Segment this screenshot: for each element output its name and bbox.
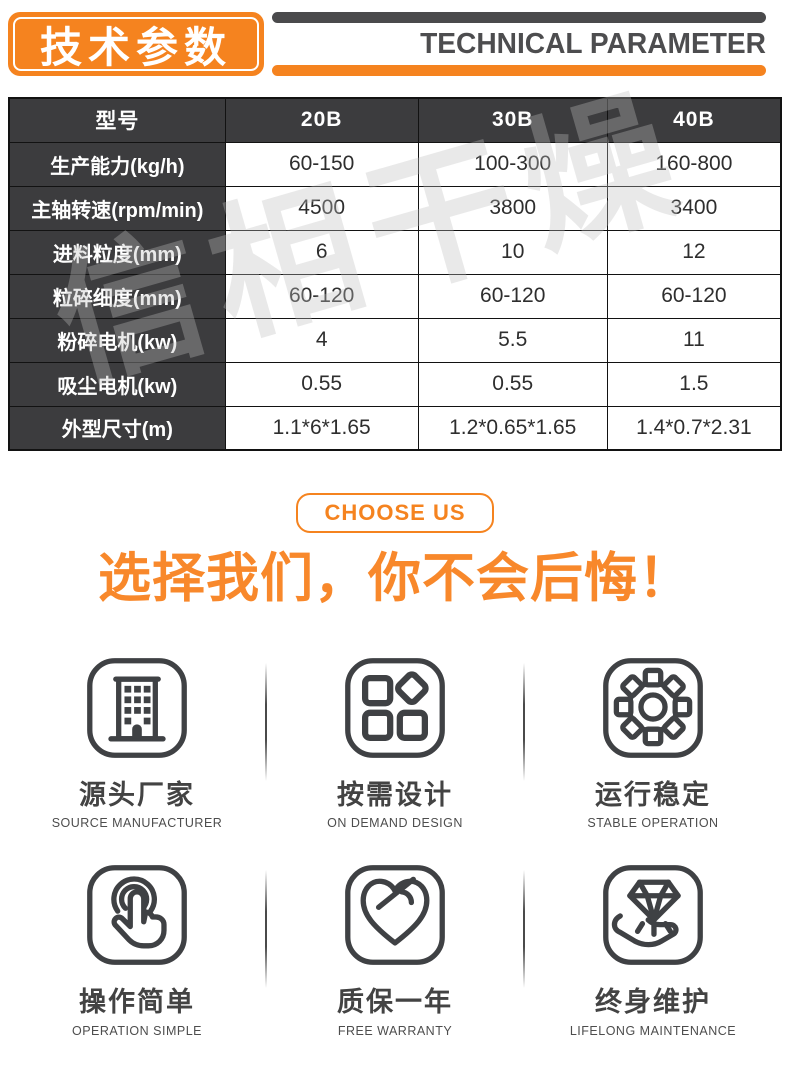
features-grid: 源头厂家 SOURCE MANUFACTURER 按需设计 ON DEMAND … bbox=[8, 655, 782, 1038]
feature-title-en: LIFELONG MAINTENANCE bbox=[569, 1023, 737, 1038]
table-row: 主轴转速(rpm/min) 4500 3800 3400 bbox=[8, 185, 782, 231]
table-row: 外型尺寸(m) 1.1*6*1.65 1.2*0.65*1.65 1.4*0.7… bbox=[8, 405, 782, 451]
cell: 12 bbox=[606, 229, 782, 275]
spec-table-wrap: 型号 20B 30B 40B 生产能力(kg/h) 60-150 100-300… bbox=[8, 65, 782, 451]
row-label: 粉碎电机(kw) bbox=[8, 317, 226, 363]
feature-operation-simple: 操作简单 OPERATION SIMPLE bbox=[8, 862, 266, 1038]
row-label: 粒碎细度(mm) bbox=[8, 273, 226, 319]
cell: 1.2*0.65*1.65 bbox=[417, 405, 608, 451]
col-header-40b: 40B bbox=[606, 97, 782, 143]
cell: 60-120 bbox=[417, 273, 608, 319]
cell: 0.55 bbox=[224, 361, 419, 407]
gear-icon bbox=[603, 658, 703, 758]
diamond-hand-icon bbox=[603, 865, 703, 966]
cell: 1.5 bbox=[606, 361, 782, 407]
table-row: 粉碎电机(kw) 4 5.5 11 bbox=[8, 317, 782, 363]
header-right: TECHNICAL PARAMETER bbox=[272, 12, 766, 76]
heart-icon bbox=[345, 865, 445, 966]
building-icon bbox=[87, 658, 187, 758]
cell: 3400 bbox=[606, 185, 782, 231]
row-label: 进料粒度(mm) bbox=[8, 229, 226, 275]
cell: 0.55 bbox=[417, 361, 608, 407]
feature-title-en: ON DEMAND DESIGN bbox=[327, 816, 463, 831]
page-title-en: TECHNICAL PARAMETER bbox=[420, 27, 766, 60]
cell: 5.5 bbox=[417, 317, 608, 363]
cell: 4500 bbox=[224, 185, 419, 231]
table-row: 粒碎细度(mm) 60-120 60-120 60-120 bbox=[8, 273, 782, 319]
table-row: 进料粒度(mm) 6 10 12 bbox=[8, 229, 782, 275]
cell: 160-800 bbox=[606, 141, 782, 187]
shapes-icon bbox=[345, 658, 445, 758]
feature-title-zh: 质保一年 bbox=[337, 987, 453, 1018]
col-header-model: 型号 bbox=[8, 97, 226, 143]
feature-stable-operation: 运行稳定 STABLE OPERATION bbox=[523, 655, 782, 831]
cell: 6 bbox=[224, 229, 419, 275]
tap-hand-icon bbox=[87, 865, 187, 966]
cell: 100-300 bbox=[417, 141, 608, 187]
feature-title-en: STABLE OPERATION bbox=[587, 816, 719, 831]
cell: 60-120 bbox=[606, 273, 782, 319]
cell: 1.4*0.7*2.31 bbox=[606, 405, 782, 451]
feature-title-zh: 操作简单 bbox=[79, 987, 195, 1018]
cell: 4 bbox=[224, 317, 419, 363]
feature-title-en: OPERATION SIMPLE bbox=[71, 1023, 202, 1038]
feature-title-zh: 源头厂家 bbox=[79, 780, 195, 810]
feature-lifelong-maintenance: 终身维护 LIFELONG MAINTENANCE bbox=[523, 862, 782, 1038]
headline: 选择我们，你不会后悔！ bbox=[98, 549, 692, 608]
col-header-30b: 30B bbox=[417, 97, 608, 143]
cell: 60-120 bbox=[224, 273, 419, 319]
feature-title-en: SOURCE MANUFACTURER bbox=[51, 816, 223, 831]
row-label: 主轴转速(rpm/min) bbox=[8, 185, 226, 231]
cell: 60-150 bbox=[224, 141, 419, 187]
row-label: 生产能力(kg/h) bbox=[8, 141, 226, 187]
cell: 1.1*6*1.65 bbox=[224, 405, 419, 451]
page-title-zh: 技术参数 bbox=[13, 17, 259, 71]
feature-title-zh: 终身维护 bbox=[595, 987, 711, 1018]
feature-title-zh: 按需设计 bbox=[337, 780, 453, 810]
section-header: 技术参数 TECHNICAL PARAMETER bbox=[8, 12, 782, 76]
cell: 3800 bbox=[417, 185, 608, 231]
cell: 11 bbox=[606, 317, 782, 363]
decor-bar-orange bbox=[272, 65, 766, 76]
section-choose-us: CHOOSE US 选择我们，你不会后悔！ bbox=[8, 493, 782, 609]
row-label: 吸尘电机(kw) bbox=[8, 361, 226, 407]
feature-on-demand-design: 按需设计 ON DEMAND DESIGN bbox=[265, 655, 524, 831]
feature-title-zh: 运行稳定 bbox=[595, 780, 711, 810]
table-row: 生产能力(kg/h) 60-150 100-300 160-800 bbox=[8, 141, 782, 187]
row-label: 外型尺寸(m) bbox=[8, 405, 226, 451]
spec-table: 型号 20B 30B 40B 生产能力(kg/h) 60-150 100-300… bbox=[8, 97, 782, 451]
table-row: 吸尘电机(kw) 0.55 0.55 1.5 bbox=[8, 361, 782, 407]
cell: 10 bbox=[417, 229, 608, 275]
col-header-20b: 20B bbox=[224, 97, 419, 143]
feature-free-warranty: 质保一年 FREE WARRANTY bbox=[265, 862, 524, 1038]
title-badge: 技术参数 bbox=[8, 12, 264, 76]
decor-bar-dark bbox=[272, 12, 766, 23]
choose-us-pill: CHOOSE US bbox=[296, 493, 494, 533]
feature-title-en: FREE WARRANTY bbox=[337, 1023, 453, 1038]
table-header-row: 型号 20B 30B 40B bbox=[8, 97, 782, 143]
feature-source-manufacturer: 源头厂家 SOURCE MANUFACTURER bbox=[8, 655, 266, 830]
